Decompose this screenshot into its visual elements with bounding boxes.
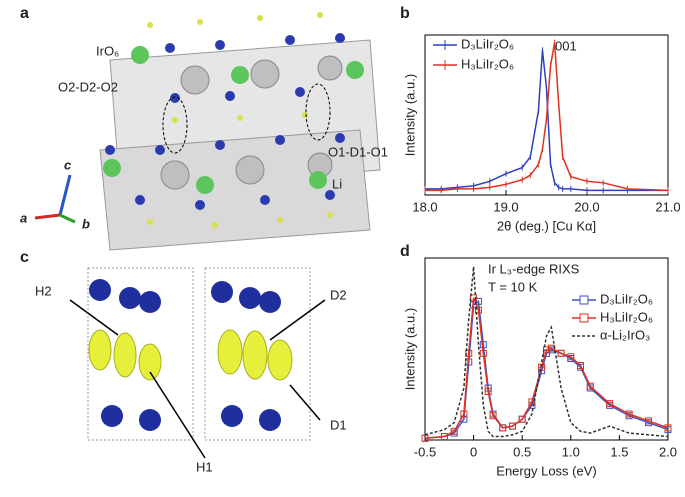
x-tick-label: 18.0 [412, 199, 437, 214]
marker [645, 417, 653, 425]
legend-label: H₃LiIr₂O₆ [461, 56, 514, 71]
series-line [424, 266, 669, 438]
panel-label: d [400, 243, 410, 260]
y-axis-label: Intensity (a.u.) [402, 74, 417, 156]
marker [484, 387, 492, 395]
annotation: H2 [35, 283, 52, 298]
axis-label: a [20, 210, 27, 225]
marker [440, 433, 448, 441]
marker [489, 412, 497, 420]
axis-label: b [82, 216, 90, 231]
marker [586, 382, 594, 390]
x-tick-label: 1.5 [610, 444, 628, 459]
marker [479, 349, 487, 357]
legend-swatch [579, 313, 589, 323]
panel-label: c [20, 249, 29, 266]
marker [528, 398, 536, 406]
marker [499, 424, 507, 432]
x-tick-label: 21.0 [655, 199, 680, 214]
plot-frame [424, 34, 669, 196]
annotation: 001 [555, 38, 577, 53]
x-tick-label: -0.5 [414, 444, 436, 459]
marker [577, 361, 585, 369]
annotation: O2-D2-O2 [58, 79, 118, 94]
series-line [425, 42, 669, 192]
panel-label: b [400, 5, 410, 22]
legend-label: H₃LiIr₂O₆ [600, 309, 653, 324]
series-line [425, 50, 668, 192]
x-axis-label: 2θ (deg.) [Cu Kα] [497, 218, 596, 233]
marker [606, 400, 614, 408]
x-tick-label: 19.0 [493, 199, 518, 214]
density-maps [69, 267, 326, 459]
x-tick-label: 2.0 [659, 444, 677, 459]
marker [470, 294, 478, 302]
y-axis-label: Intensity (a.u.) [402, 308, 417, 390]
annotation: H1 [196, 459, 213, 474]
x-tick-label: 0 [470, 444, 477, 459]
marker [567, 353, 575, 361]
marker [450, 427, 458, 435]
x-axis-label: Energy Loss (eV) [496, 463, 596, 478]
legend-label: α-Li₂IrO₃ [600, 327, 650, 342]
marker [460, 410, 468, 418]
legend-swatch [579, 295, 589, 305]
annotation: D2 [330, 287, 347, 302]
annotation: D1 [330, 417, 347, 432]
marker [518, 415, 526, 423]
annotation: T = 10 K [488, 279, 538, 294]
annotation: Ir L₃-edge RIXS [488, 261, 580, 276]
annotation: IrO₆ [96, 43, 119, 58]
legend-label: D₃LiIr₂O₆ [461, 36, 514, 51]
annotation: Li [332, 176, 342, 191]
x-tick-label: 1.0 [562, 444, 580, 459]
marker [508, 422, 516, 430]
panel-label: a [20, 5, 29, 22]
plot-frame [424, 257, 669, 441]
series-line [424, 297, 669, 440]
crystal-structure [34, 12, 381, 251]
marker [664, 424, 672, 432]
marker [421, 434, 429, 442]
x-tick-label: 0.5 [513, 444, 531, 459]
marker [625, 410, 633, 418]
legend-label: D₃LiIr₂O₆ [600, 291, 653, 306]
annotation: O1-D1-O1 [328, 144, 388, 159]
marker [474, 306, 482, 314]
marker [557, 349, 565, 357]
x-tick-label: 20.0 [574, 199, 599, 214]
axis-label: c [64, 157, 72, 172]
